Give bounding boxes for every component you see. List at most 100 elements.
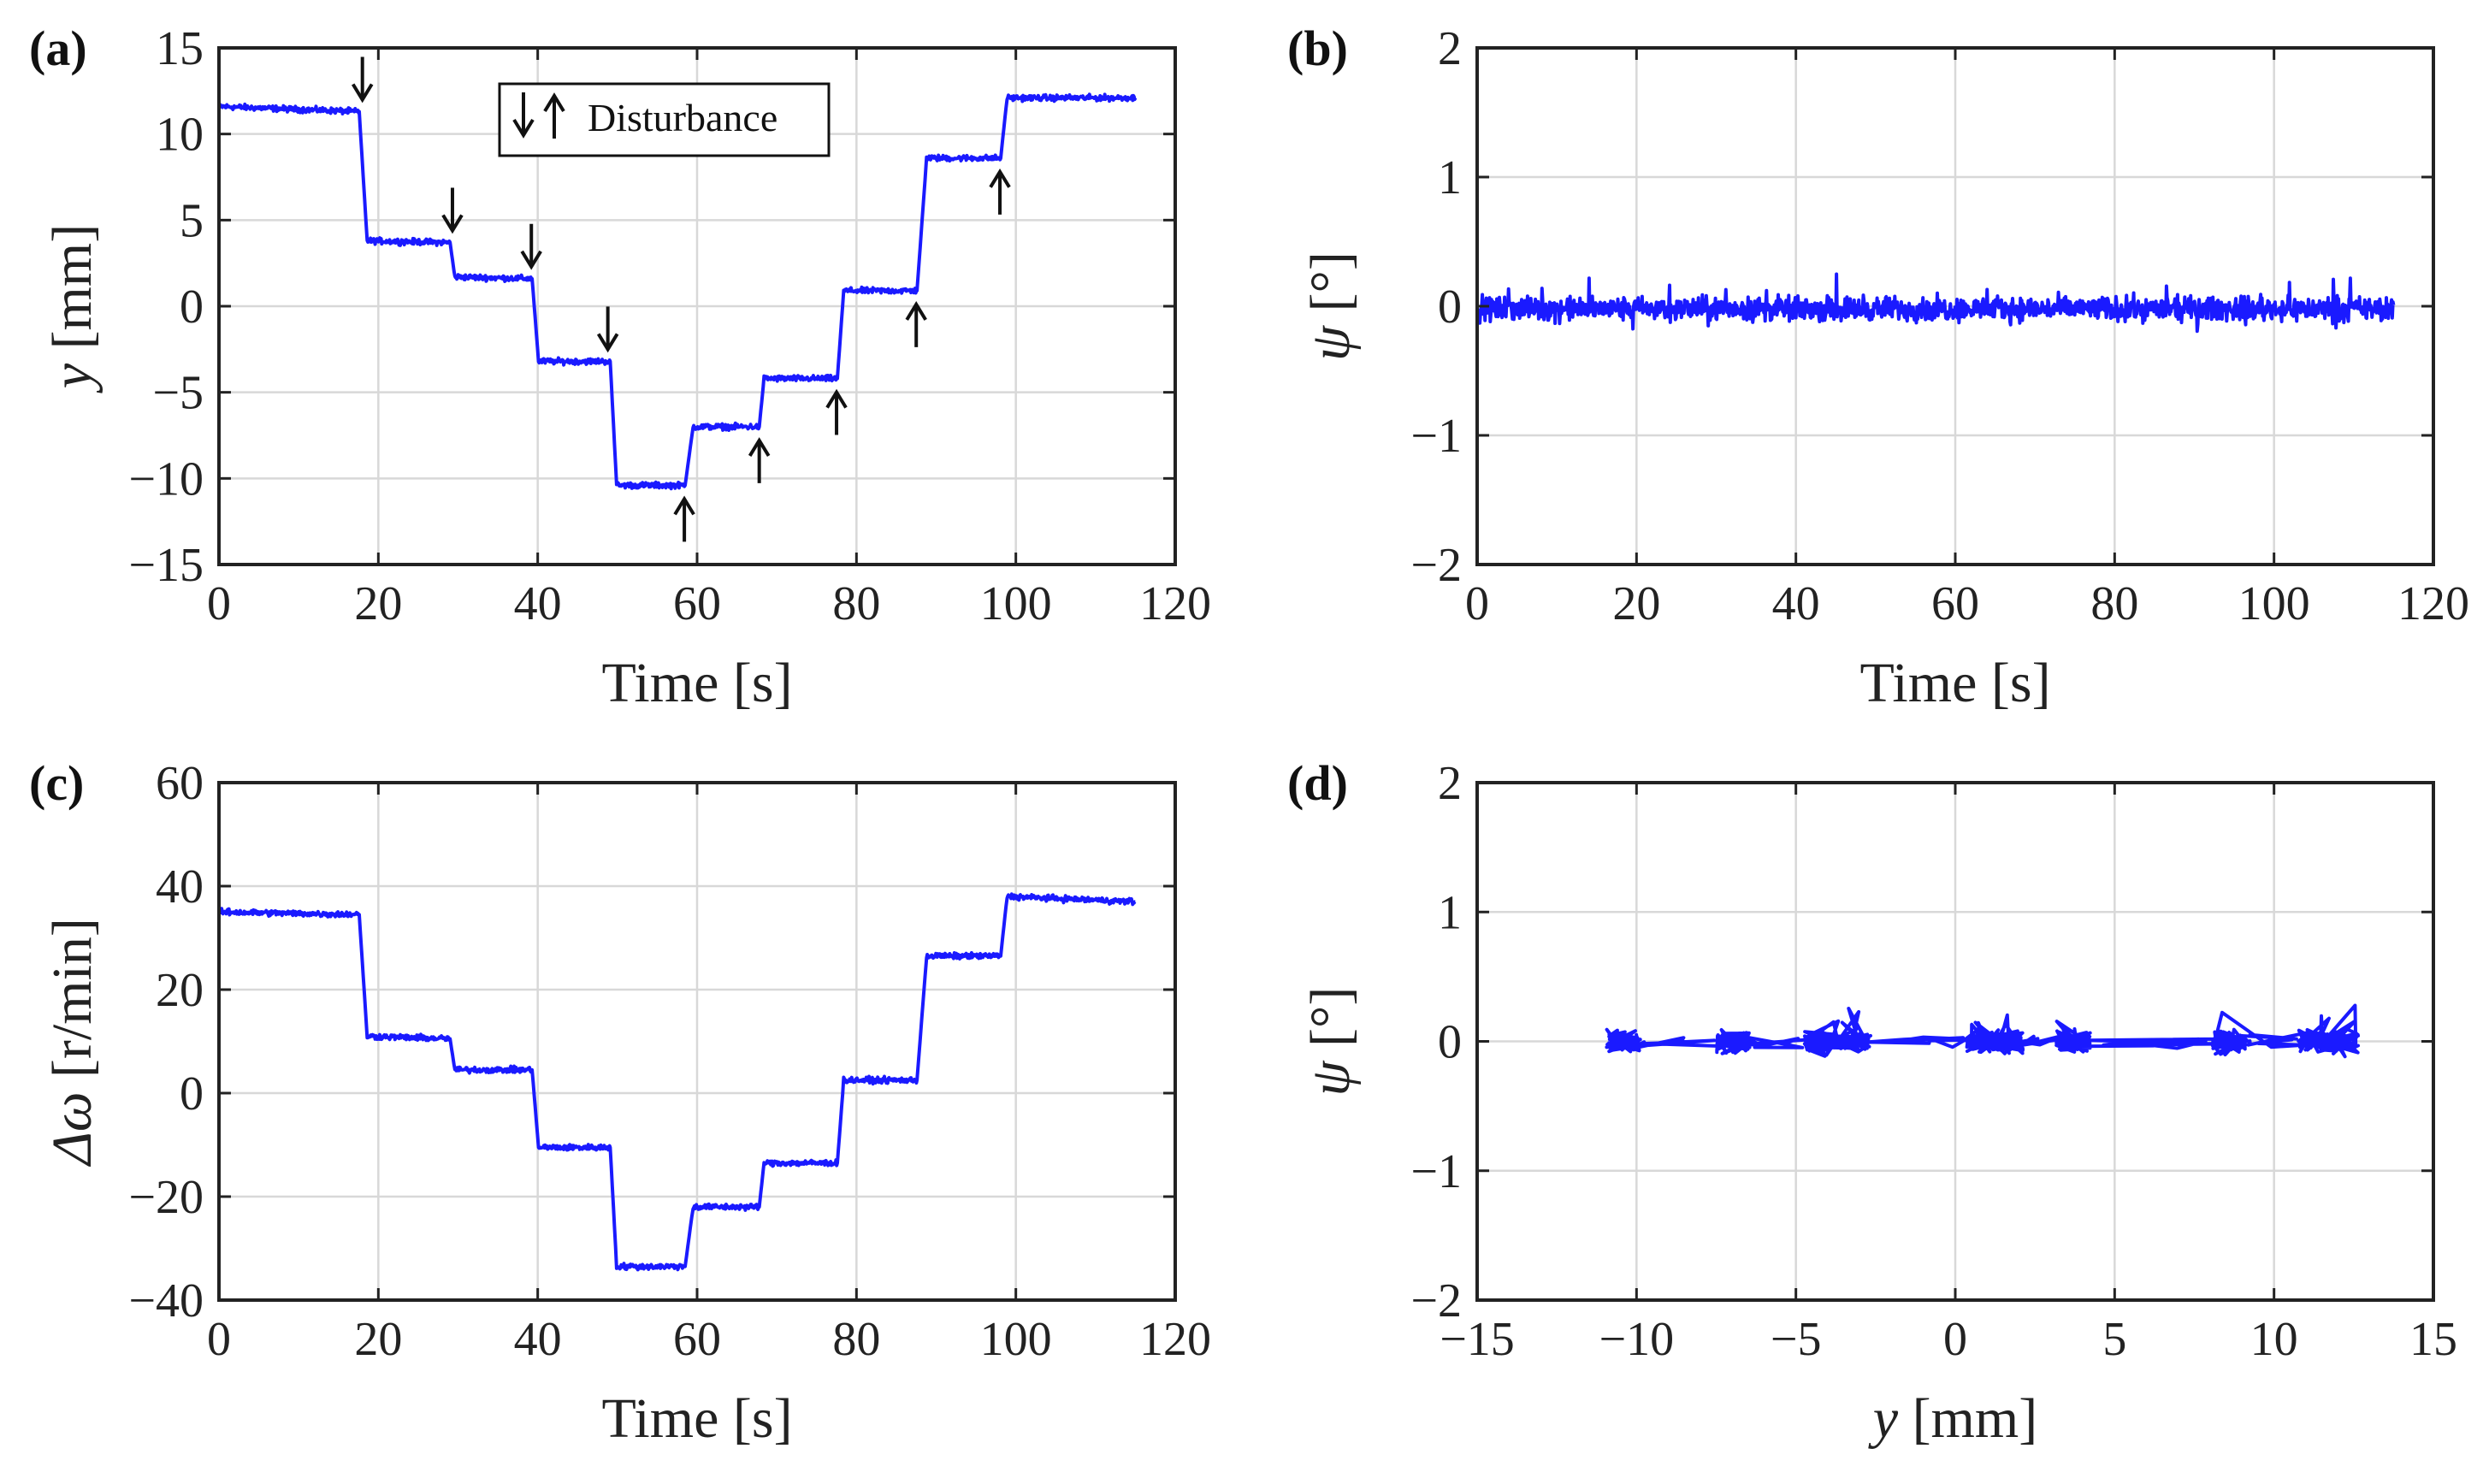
x-tick-label: 120 <box>1139 577 1211 630</box>
arrow-head <box>543 92 565 113</box>
x-tick-label: 40 <box>514 577 562 630</box>
x-tick-label: −5 <box>1771 1313 1822 1366</box>
legend-label: Disturbance <box>588 96 777 139</box>
data-line <box>217 92 1138 491</box>
y-axis-label-unit: [mm] <box>41 224 103 364</box>
x-tick-label: 80 <box>832 577 880 630</box>
x-tick-label: 60 <box>1931 577 1979 630</box>
x-axis-label-unit: [mm] <box>1898 1387 2037 1450</box>
y-tick-label: 0 <box>1438 281 1462 334</box>
x-tick-label: 15 <box>2409 1313 2457 1366</box>
x-tick-label: 0 <box>207 1313 231 1366</box>
x-axis-label-var: y <box>1868 1387 1899 1450</box>
x-tick-label: −15 <box>1440 1313 1515 1366</box>
y-tick-label: 1 <box>1438 886 1462 939</box>
disturbance-arrow-up <box>989 169 1011 215</box>
y-axis-label-var: Δω <box>41 1092 103 1168</box>
y-tick-label: −20 <box>128 1171 204 1224</box>
y-tick-label: 60 <box>156 757 204 810</box>
arrow-head <box>520 250 542 270</box>
panel-a: 0 20 40 60 80 100 120 −15 −10 −5 0 5 10 15 Time [s] y [… <box>29 21 1211 714</box>
disturbance-arrow-down <box>441 187 464 234</box>
x-tick-label: 60 <box>673 1313 721 1366</box>
disturbance-arrow-down <box>351 56 374 103</box>
x-tick-label: 80 <box>832 1313 880 1366</box>
x-tick-label: 0 <box>1943 1313 1967 1366</box>
y-axis-label-var: ψ <box>1299 325 1362 361</box>
x-tick-label: 0 <box>207 577 231 630</box>
y-tick-label: 0 <box>1438 1016 1462 1069</box>
data-line <box>1605 1003 2360 1059</box>
y-tick-label: −2 <box>1410 1274 1462 1327</box>
disturbance-arrow-down <box>596 306 619 353</box>
x-tick-label: 120 <box>1139 1313 1211 1366</box>
x-tick-label: 100 <box>2238 577 2310 630</box>
arrow-head <box>905 301 927 321</box>
x-tick-label: 60 <box>673 577 721 630</box>
panel-label: (d) <box>1287 755 1348 811</box>
y-tick-label: −1 <box>1410 410 1462 463</box>
y-tick-label: −10 <box>128 452 204 506</box>
arrow-head <box>351 83 374 103</box>
arrow-head <box>512 118 535 139</box>
arrow-head <box>441 214 464 234</box>
y-tick-label: 40 <box>156 860 204 913</box>
y-tick-label: 20 <box>156 964 204 1017</box>
x-tick-label: 20 <box>1612 577 1660 630</box>
arrow-head <box>596 333 619 353</box>
x-axis-label: Time [s] <box>601 652 792 714</box>
x-tick-label: 40 <box>1772 577 1820 630</box>
panel-label: (c) <box>29 755 84 811</box>
y-tick-label: 0 <box>180 1067 204 1120</box>
data-line <box>1475 272 2396 334</box>
x-tick-label: 80 <box>2090 577 2138 630</box>
y-tick-label: 15 <box>156 22 204 75</box>
x-axis-label: Time [s] <box>1859 652 2050 714</box>
y-tick-label: 2 <box>1438 757 1462 810</box>
y-tick-label: 1 <box>1438 151 1462 204</box>
x-axis-label: Time [s] <box>601 1387 792 1450</box>
x-tick-label: 5 <box>2102 1313 2126 1366</box>
x-tick-label: 20 <box>354 1313 402 1366</box>
arrow-head <box>673 495 695 516</box>
arrow-head <box>989 169 1011 188</box>
x-tick-label: 20 <box>354 577 402 630</box>
panel-c: 0 20 40 60 80 100 120 −40 −20 0 20 40 60 Time [s] Δω [… <box>29 755 1211 1450</box>
data-line <box>217 892 1137 1272</box>
y-tick-label: 0 <box>180 281 204 334</box>
y-axis-label: ψ [°] <box>1299 987 1362 1097</box>
panel-label: (a) <box>29 21 87 76</box>
y-tick-label: 2 <box>1438 22 1462 75</box>
x-tick-label: 0 <box>1465 577 1489 630</box>
y-axis-label-var: y <box>41 363 103 393</box>
y-axis-label-unit: [r/min] <box>41 918 103 1091</box>
disturbance-arrow-down <box>520 223 542 270</box>
y-tick-label: 5 <box>180 194 204 247</box>
x-tick-label: 100 <box>980 1313 1052 1366</box>
x-tick-label: 40 <box>514 1313 562 1366</box>
disturbance-arrow-up <box>905 301 927 347</box>
arrow-head <box>825 388 848 409</box>
y-tick-label: −15 <box>128 539 204 592</box>
x-tick-label: 120 <box>2397 577 2469 630</box>
disturbance-arrow-up <box>673 495 695 542</box>
y-tick-label: −40 <box>128 1274 204 1327</box>
y-tick-label: 10 <box>156 109 204 162</box>
x-tick-label: 100 <box>980 577 1052 630</box>
y-axis-label-var: ψ <box>1299 1060 1362 1096</box>
disturbance-arrow-up <box>825 388 848 435</box>
legend: Disturbance <box>498 82 831 157</box>
y-tick-label: −2 <box>1410 539 1462 592</box>
y-axis-label: y [mm] <box>41 224 103 393</box>
y-axis-label-unit: [°] <box>1299 987 1362 1061</box>
y-axis-label: Δω [r/min] <box>41 918 103 1168</box>
legend-arrow-up <box>543 92 565 139</box>
x-tick-label: −10 <box>1599 1313 1675 1366</box>
y-tick-label: −1 <box>1410 1145 1462 1198</box>
x-axis-label: y [mm] <box>1868 1387 2037 1450</box>
x-tick-label: 10 <box>2250 1313 2298 1366</box>
panel-b: 0 20 40 60 80 100 120 −2 −1 0 1 2 Time [s] ψ [°] (b) <box>1287 21 2469 714</box>
y-axis-label-unit: [°] <box>1299 251 1362 326</box>
